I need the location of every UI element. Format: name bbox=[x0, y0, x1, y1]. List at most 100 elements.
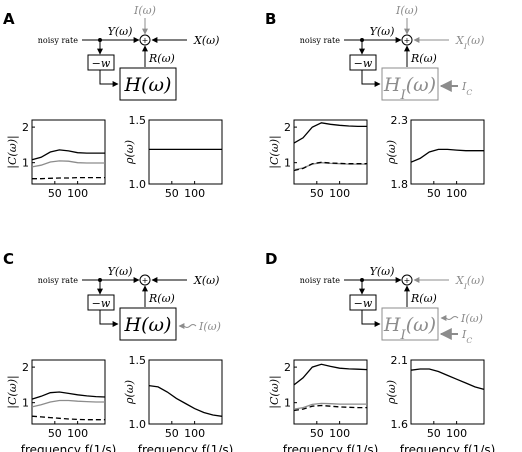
x-tick-label: 50 bbox=[165, 187, 179, 200]
coherence-plot: 1 2 50 100 |C(ω)| frequency f(1/s) bbox=[6, 359, 117, 452]
plot-frame bbox=[293, 119, 368, 185]
y-tick-label: 2.1 bbox=[391, 354, 409, 367]
w-to-h-arrow bbox=[99, 310, 119, 327]
plus-sign: + bbox=[142, 276, 149, 285]
plot-frame bbox=[410, 119, 485, 185]
h-label: H(ω) bbox=[124, 314, 172, 336]
x-tick-label: 50 bbox=[165, 427, 179, 440]
x-tick-label: 50 bbox=[48, 187, 62, 200]
sum-node bbox=[401, 274, 413, 286]
series-line-black-dashed bbox=[32, 176, 105, 180]
coherence-plot: 1 2 50 100 |C(ω)| bbox=[268, 119, 368, 200]
w-box bbox=[87, 294, 115, 311]
plot-frame bbox=[31, 119, 106, 185]
ic-label: IC bbox=[461, 328, 472, 345]
x-axis-label: frequency f(1/s) bbox=[400, 443, 496, 452]
y-tick-label: 1 bbox=[22, 157, 29, 170]
series-line-black-dashed bbox=[293, 404, 367, 412]
y-tick-label: 1.5 bbox=[129, 354, 147, 367]
x-axis-label: frequency f(1/s) bbox=[283, 443, 379, 452]
series-line-black-solid bbox=[410, 148, 484, 163]
panel-letter: C bbox=[3, 250, 14, 268]
w-box bbox=[349, 54, 377, 71]
plus-sign: + bbox=[142, 36, 149, 45]
x-tick-label: 100 bbox=[184, 427, 205, 440]
x-tick-label: 100 bbox=[446, 427, 467, 440]
series-line-gray-solid bbox=[293, 402, 367, 410]
y-axis-label: |C(ω)| bbox=[268, 375, 282, 408]
y-tick-label: 1.5 bbox=[129, 114, 147, 127]
plot-frame bbox=[148, 359, 223, 425]
series-line-black-solid bbox=[293, 122, 367, 144]
y-axis-label: |C(ω)| bbox=[268, 135, 282, 168]
y-axis-label: |C(ω)| bbox=[6, 135, 20, 168]
x-axis-label: frequency f(1/s) bbox=[138, 443, 234, 452]
r-label: R(ω) bbox=[410, 292, 437, 305]
w-to-h-arrow bbox=[361, 310, 381, 327]
coherence-plot: 1 2 50 100 |C(ω)| bbox=[6, 119, 106, 200]
rho-plot: 1.8 2.3 50 100 ρ(ω) bbox=[385, 114, 485, 200]
side-i-label: I(ω) bbox=[198, 320, 221, 333]
sum-node bbox=[401, 34, 413, 46]
y-tick-label: 2 bbox=[22, 361, 29, 374]
noisy-rate-label: noisy rate bbox=[38, 36, 79, 45]
y-label: Y(ω) bbox=[370, 265, 395, 278]
ic-label: IC bbox=[461, 80, 472, 97]
i-label: I(ω) bbox=[395, 4, 418, 17]
y-tick-label: 1 bbox=[284, 157, 291, 170]
h-box bbox=[381, 307, 439, 341]
w-label: −w bbox=[92, 57, 111, 70]
y-tick-label: 1 bbox=[284, 397, 291, 410]
y-label: Y(ω) bbox=[108, 265, 133, 278]
plot-frame bbox=[31, 359, 106, 425]
y-axis-label: ρ(ω) bbox=[123, 380, 136, 405]
sum-node bbox=[139, 34, 151, 46]
x-tick-label: 100 bbox=[184, 187, 205, 200]
w-to-h-arrow bbox=[361, 70, 381, 87]
x-tick-label: 50 bbox=[310, 427, 324, 440]
y-tick-label: 2 bbox=[284, 361, 291, 374]
plot-frame bbox=[148, 119, 223, 185]
plot-frame bbox=[410, 359, 485, 425]
x-axis-label: frequency f(1/s) bbox=[21, 443, 117, 452]
h-box bbox=[119, 307, 177, 341]
y-axis-label: ρ(ω) bbox=[123, 140, 136, 165]
h-box bbox=[381, 67, 439, 101]
w-box bbox=[87, 54, 115, 71]
i-wavy-arrow bbox=[183, 324, 197, 328]
y-tick-label: 2 bbox=[284, 121, 291, 134]
series-line-black-solid bbox=[148, 384, 223, 417]
y-tick-label: 1.0 bbox=[129, 418, 147, 431]
side-i-label: I(ω) bbox=[460, 312, 483, 325]
series-line-black-dashed bbox=[31, 415, 105, 421]
plus-sign: + bbox=[404, 276, 411, 285]
x-tick-label: 100 bbox=[329, 427, 350, 440]
series-line-gray-solid bbox=[31, 160, 105, 168]
w-label: −w bbox=[354, 57, 373, 70]
x-tick-label: 50 bbox=[48, 427, 62, 440]
x-tick-label: 50 bbox=[427, 427, 441, 440]
panel-letter: A bbox=[3, 10, 15, 28]
x-tick-label: 100 bbox=[446, 187, 467, 200]
x-label: XI(ω) bbox=[455, 34, 484, 51]
y-tick-label: 1.0 bbox=[129, 178, 147, 191]
h-box bbox=[119, 67, 177, 101]
x-tick-label: 100 bbox=[67, 427, 88, 440]
series-line-gray-solid bbox=[31, 399, 105, 408]
panel-letter: D bbox=[265, 250, 277, 268]
rho-plot: 1.0 1.5 50 100 ρ(ω) frequency f(1/s) bbox=[123, 354, 233, 452]
y-tick-label: 1 bbox=[22, 397, 29, 410]
noisy-rate-label: noisy rate bbox=[300, 36, 341, 45]
i-label: I(ω) bbox=[133, 4, 156, 17]
h-label: H(ω) bbox=[124, 74, 172, 96]
series-line-black-solid bbox=[31, 149, 105, 161]
series-line-black-solid bbox=[31, 391, 106, 400]
series-line-black-solid bbox=[293, 363, 368, 386]
plus-sign: + bbox=[404, 36, 411, 45]
sum-node bbox=[139, 274, 151, 286]
